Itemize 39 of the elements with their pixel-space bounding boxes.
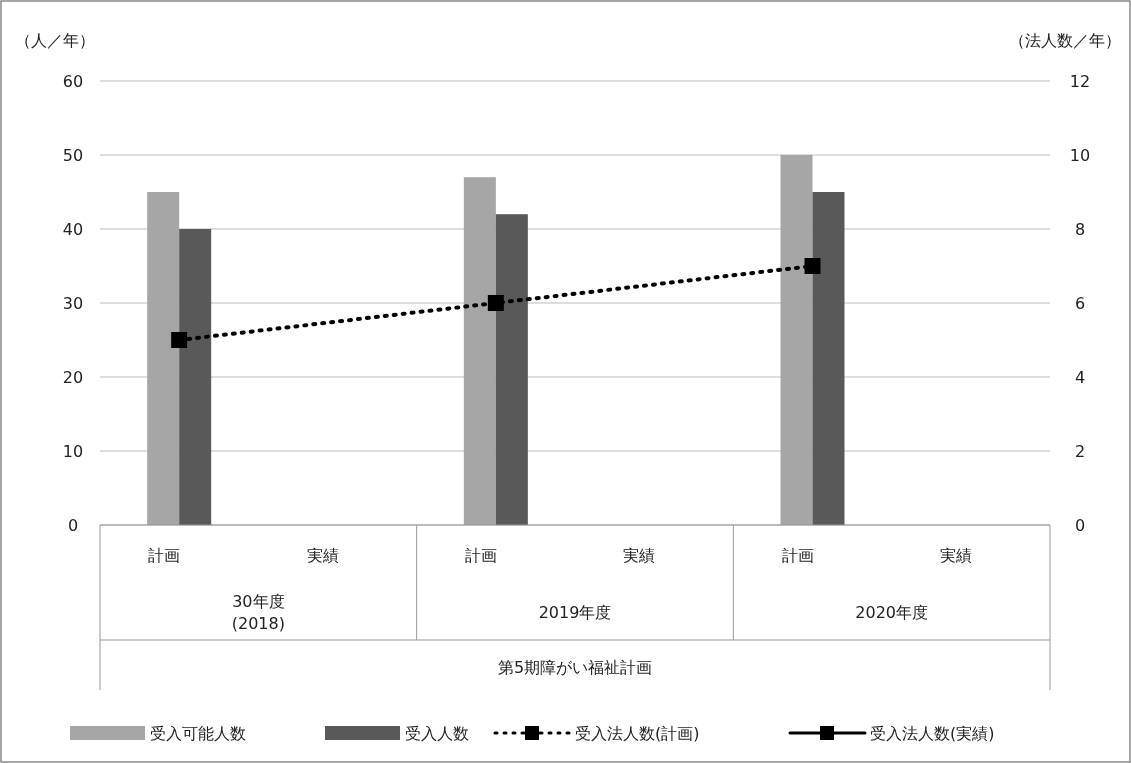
legend-label: 受入法人数(実績) [870,723,995,743]
bar [463,177,496,525]
x-tick-label: 実績 [623,545,656,565]
x-tick-label: 実績 [939,545,972,565]
point [804,258,821,274]
y2-tick-label: 2 [1074,441,1086,461]
y-tick-label: 50 [62,145,84,165]
bar [780,155,813,525]
point [487,295,504,311]
x-tick-label: 計画 [781,545,814,565]
y-tick-label: 20 [62,367,84,387]
y2-tick-label: 6 [1074,293,1086,313]
x-tick-label: 計画 [148,545,181,565]
y2-tick-label: 8 [1074,219,1086,239]
y-tick-label: 0 [67,515,79,535]
legend-label: 受入人数 [405,723,469,743]
text: 2020年度 [855,602,929,622]
y-tick-label: 40 [62,219,84,239]
bar [495,214,528,525]
y-axis-title: （人／年） [15,30,95,50]
y2-tick-label: 0 [1074,515,1086,535]
bar [179,229,212,525]
text: 第5期障がい福祉計画 [497,657,653,677]
point [171,332,188,348]
x-tick-label: 計画 [464,545,497,565]
y2-tick-label: 10 [1069,145,1091,165]
x-tick-label: 実績 [306,545,339,565]
y2-tick-label: 4 [1074,367,1086,387]
text: 30年度 (2018) [231,591,285,633]
text: 2019年度 [538,602,612,622]
bar [812,192,845,525]
legend-label: 受入法人数(計画) [575,723,700,743]
y2-tick-label: 12 [1069,71,1091,91]
bar [147,192,180,525]
legend-label: 受入可能人数 [150,723,246,743]
y-tick-label: 30 [62,293,84,313]
y-tick-label: 60 [62,71,84,91]
y-tick-label: 10 [62,441,84,461]
y2-axis-title: （法人数／年） [1009,30,1121,50]
